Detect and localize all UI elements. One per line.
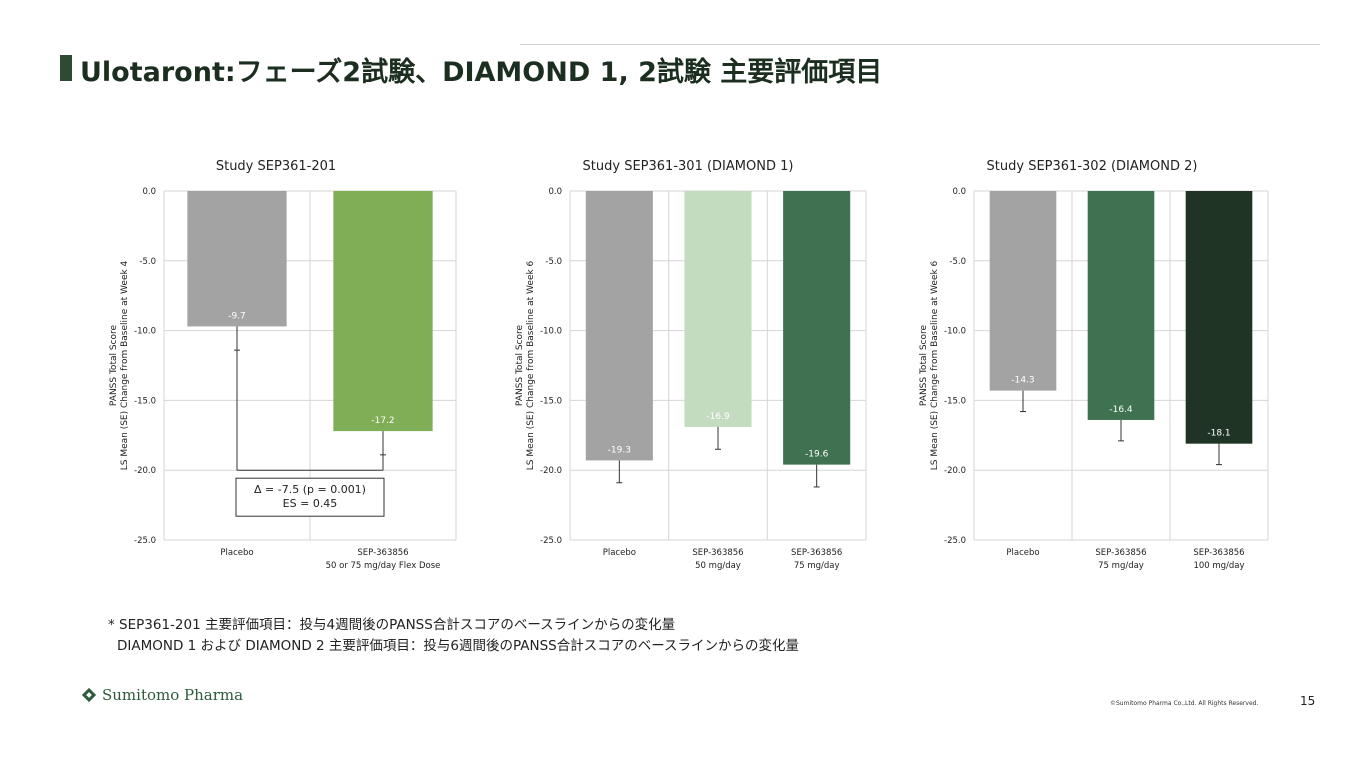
chart-2-bar [684,191,751,427]
chart-3-data-label: -16.4 [1109,405,1133,415]
chart-1-ylabel: PANSS Total ScoreLS Mean (SE) Change fro… [109,260,130,470]
chart-3-data-label: -18.1 [1207,429,1230,439]
logo-diamond-icon [82,688,96,702]
chart-1-bar [187,191,286,326]
chart-3-category-label: SEP-363856 [1095,548,1146,558]
chart-2-ytick-label: 0.0 [548,187,562,197]
chart-3-ytick-label: -5.0 [949,257,966,267]
chart-2-data-label: -19.6 [805,450,829,460]
chart-3-ytick-label: -10.0 [944,327,966,337]
chart-3-ytick-label: -20.0 [944,466,966,476]
chart-1-ytick-label: 0.0 [142,187,156,197]
chart-2-ytick-label: -10.0 [540,327,562,337]
chart-1-bar [333,191,432,431]
charts-area: Study SEP361-201 0.0 -5.0 -10.0 -15.0 -20.0 -2… [0,0,1356,600]
chart-2-ytick-label: -25.0 [540,536,562,546]
chart-1-category-label: SEP-363856 [357,548,408,558]
chart-1-data-label: -17.2 [371,416,394,426]
chart-3-bar [990,191,1057,391]
chart-2-data-label: -16.9 [706,412,730,422]
chart-1-title: Study SEP361-201 [216,159,336,174]
chart-1-ytick-label: -15.0 [134,396,156,406]
chart-1-ytick-label: -20.0 [134,466,156,476]
chart-1-data-label: -9.7 [228,311,246,321]
chart-2-category-label: 75 mg/day [794,561,840,571]
chart-3-data-label: -14.3 [1011,376,1034,386]
chart-2-category-label: Placebo [603,548,636,558]
chart-1-ytick-label: -25.0 [134,536,156,546]
chart-2-ylabel: PANSS Total ScoreLS Mean (SE) Change fro… [515,260,536,470]
chart-2-bar [586,191,653,460]
chart-2-bar [783,191,850,465]
chart-3-ytick-label: 0.0 [952,187,966,197]
chart-3-title: Study SEP361-302 (DIAMOND 2) [987,159,1198,174]
chart-1-ytick-label: -5.0 [139,257,156,267]
chart-2-category-label: SEP-363856 [692,548,743,558]
page-number: 15 [1300,694,1315,708]
footnote-line-1: * SEP361-201 主要評価項目：投与4週間後のPANSS合計スコアのベー… [108,613,675,633]
chart-2-ytick-label: -15.0 [540,396,562,406]
footnote-line-2: DIAMOND 1 および DIAMOND 2 主要評価項目：投与6週間後のPA… [117,634,799,654]
chart-2-category-label: SEP-363856 [791,548,842,558]
chart-2-ytick-label: -5.0 [545,257,562,267]
annotation-text: Δ = -7.5 (p = 0.001) [254,483,366,496]
chart-3-ytick-label: -15.0 [944,396,966,406]
logo-text: Sumitomo Pharma [102,686,243,704]
chart-3-bar [1186,191,1253,444]
chart-3-category-label: SEP-363856 [1193,548,1244,558]
annotation-text: ES = 0.45 [283,497,338,510]
chart-3-ytick-label: -25.0 [944,536,966,546]
chart-3-category-label: Placebo [1006,548,1039,558]
chart-1-ytick-label: -10.0 [134,327,156,337]
chart-1-category-label: 50 or 75 mg/day Flex Dose [326,561,441,571]
chart-2-ytick-label: -20.0 [540,466,562,476]
chart-2-category-label: 50 mg/day [695,561,741,571]
chart-2-title: Study SEP361-301 (DIAMOND 1) [583,159,794,174]
company-logo: Sumitomo Pharma [82,686,243,704]
chart-3-category-label: 100 mg/day [1193,561,1244,571]
chart-2-data-label: -19.3 [608,445,631,455]
chart-3-category-label: 75 mg/day [1098,561,1144,571]
chart-3-ylabel: PANSS Total ScoreLS Mean (SE) Change fro… [919,260,940,470]
chart-1-category-label: Placebo [220,548,253,558]
chart-3-bar [1088,191,1155,420]
copyright: ©Sumitomo Pharma Co.,Ltd. All Rights Res… [1110,700,1258,707]
